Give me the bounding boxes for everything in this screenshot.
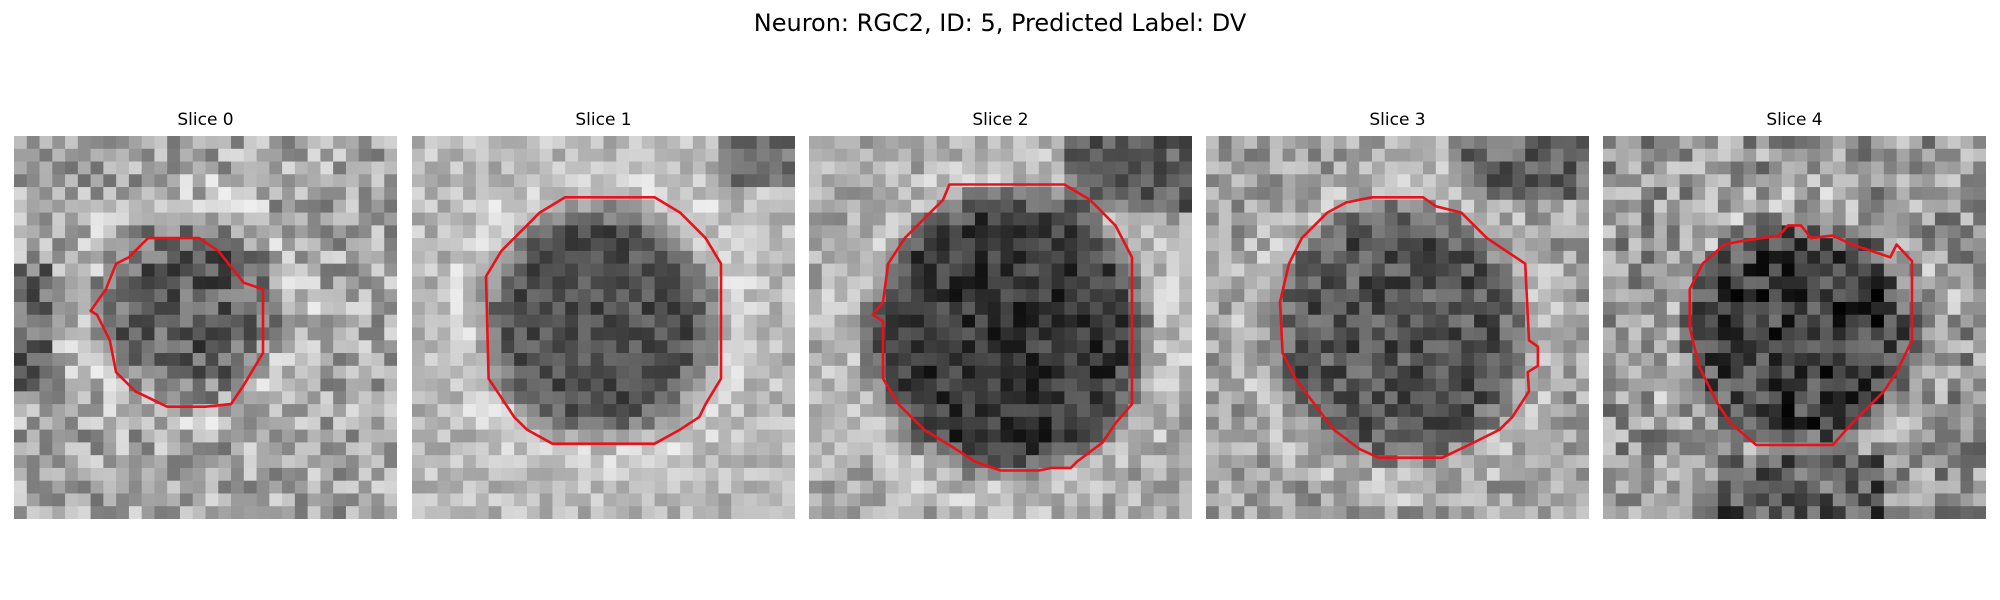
- slice-title: Slice 4: [1603, 108, 1986, 132]
- slice-image-3: [1206, 136, 1589, 519]
- figure-title: Neuron: RGC2, ID: 5, Predicted Label: DV: [0, 6, 2000, 40]
- slice-title: Slice 0: [14, 108, 397, 132]
- pixel-grid: [809, 136, 1192, 519]
- slice-title: Slice 3: [1206, 108, 1589, 132]
- slice-image-4: [1603, 136, 1986, 519]
- pixel-grid: [14, 136, 397, 519]
- slice-image-2: [809, 136, 1192, 519]
- slice-panel-3: Slice 3: [1206, 108, 1589, 519]
- slice-panel-2: Slice 2: [809, 108, 1192, 519]
- slice-image-1: [412, 136, 795, 519]
- slice-panel-1: Slice 1: [412, 108, 795, 519]
- slice-title: Slice 2: [809, 108, 1192, 132]
- slice-panel-4: Slice 4: [1603, 108, 1986, 519]
- pixel-grid: [1206, 136, 1589, 519]
- slice-image-0: [14, 136, 397, 519]
- slice-panel-0: Slice 0: [14, 108, 397, 519]
- pixel-grid: [412, 136, 795, 519]
- pixel-grid: [1603, 136, 1986, 519]
- slice-title: Slice 1: [412, 108, 795, 132]
